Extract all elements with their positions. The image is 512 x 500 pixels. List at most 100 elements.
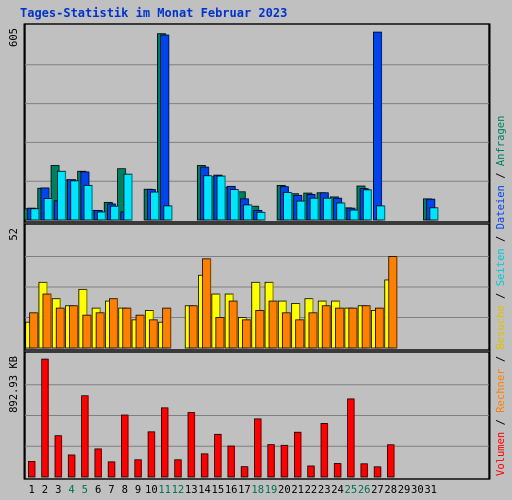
bar-volumen-day-22 (307, 465, 315, 478)
bar-seiten-day-27 (376, 205, 386, 221)
bar-seiten-day-6 (96, 211, 106, 221)
bar-volumen-day-2 (41, 358, 49, 478)
x-label-day-16: 16 (225, 484, 238, 496)
bar-volumen-day-13 (187, 412, 195, 478)
bar-rechner-day-27 (375, 307, 384, 349)
y-max-label-3: 892.93 KB (8, 356, 20, 413)
legend-separator: / (495, 413, 507, 432)
bar-rechner-day-11 (162, 307, 172, 349)
x-label-day-14: 14 (198, 484, 211, 496)
bar-seiten-day-31 (429, 207, 439, 221)
x-label-day-20: 20 (278, 484, 291, 496)
x-label-day-17: 17 (238, 484, 251, 496)
bar-volumen-day-9 (134, 459, 142, 478)
legend-seiten: Seiten (495, 248, 507, 286)
bar-volumen-day-4 (67, 454, 76, 478)
panel-border-1 (24, 23, 490, 223)
bar-seiten-day-8 (123, 173, 133, 221)
bar-volumen-day-15 (214, 433, 222, 478)
bar-rechner-day-4 (69, 305, 78, 349)
legend-separator: / (495, 166, 507, 185)
bar-dateien-day-27 (373, 31, 382, 221)
bar-volumen-day-6 (94, 448, 102, 478)
x-label-day-11: 11 (158, 484, 171, 496)
bar-rechner-day-28 (388, 256, 398, 349)
bar-rechner-day-10 (148, 319, 158, 349)
bar-rechner-day-15 (215, 317, 225, 349)
bar-rechner-day-24 (335, 307, 344, 349)
x-label-day-1: 1 (28, 484, 34, 496)
bar-seiten-day-25 (349, 209, 359, 221)
x-label-day-10: 10 (145, 484, 158, 496)
bar-rechner-day-2 (42, 293, 52, 349)
bar-volumen-day-25 (347, 398, 355, 478)
x-label-day-8: 8 (122, 484, 128, 496)
x-label-day-5: 5 (82, 484, 88, 496)
x-label-day-18: 18 (251, 484, 264, 496)
bar-seiten-day-26 (362, 189, 372, 221)
x-label-day-22: 22 (305, 484, 318, 496)
bar-volumen-day-19 (267, 444, 275, 478)
right-legend: Volumen / Rechner / Besuche / Seiten / D… (495, 116, 507, 476)
bar-seiten-day-24 (336, 202, 346, 221)
x-label-day-4: 4 (68, 484, 74, 496)
bar-rechner-day-16 (228, 300, 238, 349)
x-label-day-23: 23 (318, 484, 331, 496)
bar-rechner-day-8 (122, 307, 132, 349)
bar-volumen-day-10 (147, 431, 156, 478)
bar-seiten-day-10 (150, 191, 159, 221)
bar-seiten-day-22 (309, 197, 319, 221)
bar-volumen-day-3 (54, 435, 62, 478)
x-label-day-3: 3 (55, 484, 61, 496)
bar-seiten-day-23 (323, 197, 332, 221)
bar-rechner-day-14 (202, 258, 211, 349)
legend-separator: / (495, 286, 507, 305)
x-label-day-6: 6 (95, 484, 101, 496)
x-label-day-12: 12 (172, 484, 185, 496)
bar-volumen-day-11 (160, 407, 169, 478)
x-label-day-2: 2 (42, 484, 48, 496)
x-label-day-9: 9 (135, 484, 141, 496)
legend-dateien: Dateien (495, 185, 507, 229)
bar-seiten-day-11 (163, 205, 173, 221)
x-label-day-15: 15 (212, 484, 225, 496)
x-label-day-21: 21 (291, 484, 304, 496)
bar-rechner-day-19 (268, 300, 278, 349)
bar-seiten-day-4 (70, 180, 80, 221)
bar-rechner-day-9 (135, 314, 145, 349)
bar-rechner-day-1 (29, 312, 39, 349)
bar-seiten-day-15 (216, 175, 226, 221)
y-max-label-2: 52 (8, 228, 20, 241)
bar-rechner-day-20 (281, 312, 291, 349)
x-label-day-19: 19 (265, 484, 278, 496)
bar-seiten-day-2 (43, 198, 53, 221)
bar-volumen-day-28 (387, 444, 395, 478)
bar-rechner-day-18 (255, 310, 265, 349)
bar-seiten-day-18 (256, 211, 266, 221)
bar-rechner-day-6 (95, 312, 105, 349)
bar-volumen-day-20 (280, 444, 289, 478)
bar-rechner-day-25 (348, 307, 358, 349)
bar-seiten-day-5 (83, 184, 93, 221)
bar-volumen-day-26 (360, 463, 368, 478)
legend-anfragen: Anfragen (495, 116, 507, 167)
bar-rechner-day-7 (109, 298, 118, 349)
bar-rechner-day-21 (295, 319, 305, 349)
x-label-day-25: 25 (345, 484, 358, 496)
bar-volumen-day-17 (240, 466, 249, 478)
legend-rechner: Rechner (495, 369, 507, 413)
bar-seiten-day-17 (243, 204, 253, 221)
legend-volumen: Volumen (495, 432, 507, 476)
y-max-label-1: 605 (8, 28, 20, 47)
bar-seiten-day-21 (296, 200, 306, 221)
legend-separator: / (495, 350, 507, 369)
x-label-day-31: 31 (424, 484, 437, 496)
bar-volumen-day-12 (174, 459, 182, 478)
x-label-day-13: 13 (185, 484, 198, 496)
bar-seiten-day-14 (203, 175, 213, 221)
bar-volumen-day-16 (227, 445, 235, 478)
legend-separator: / (495, 229, 507, 248)
x-label-day-27: 27 (371, 484, 384, 496)
